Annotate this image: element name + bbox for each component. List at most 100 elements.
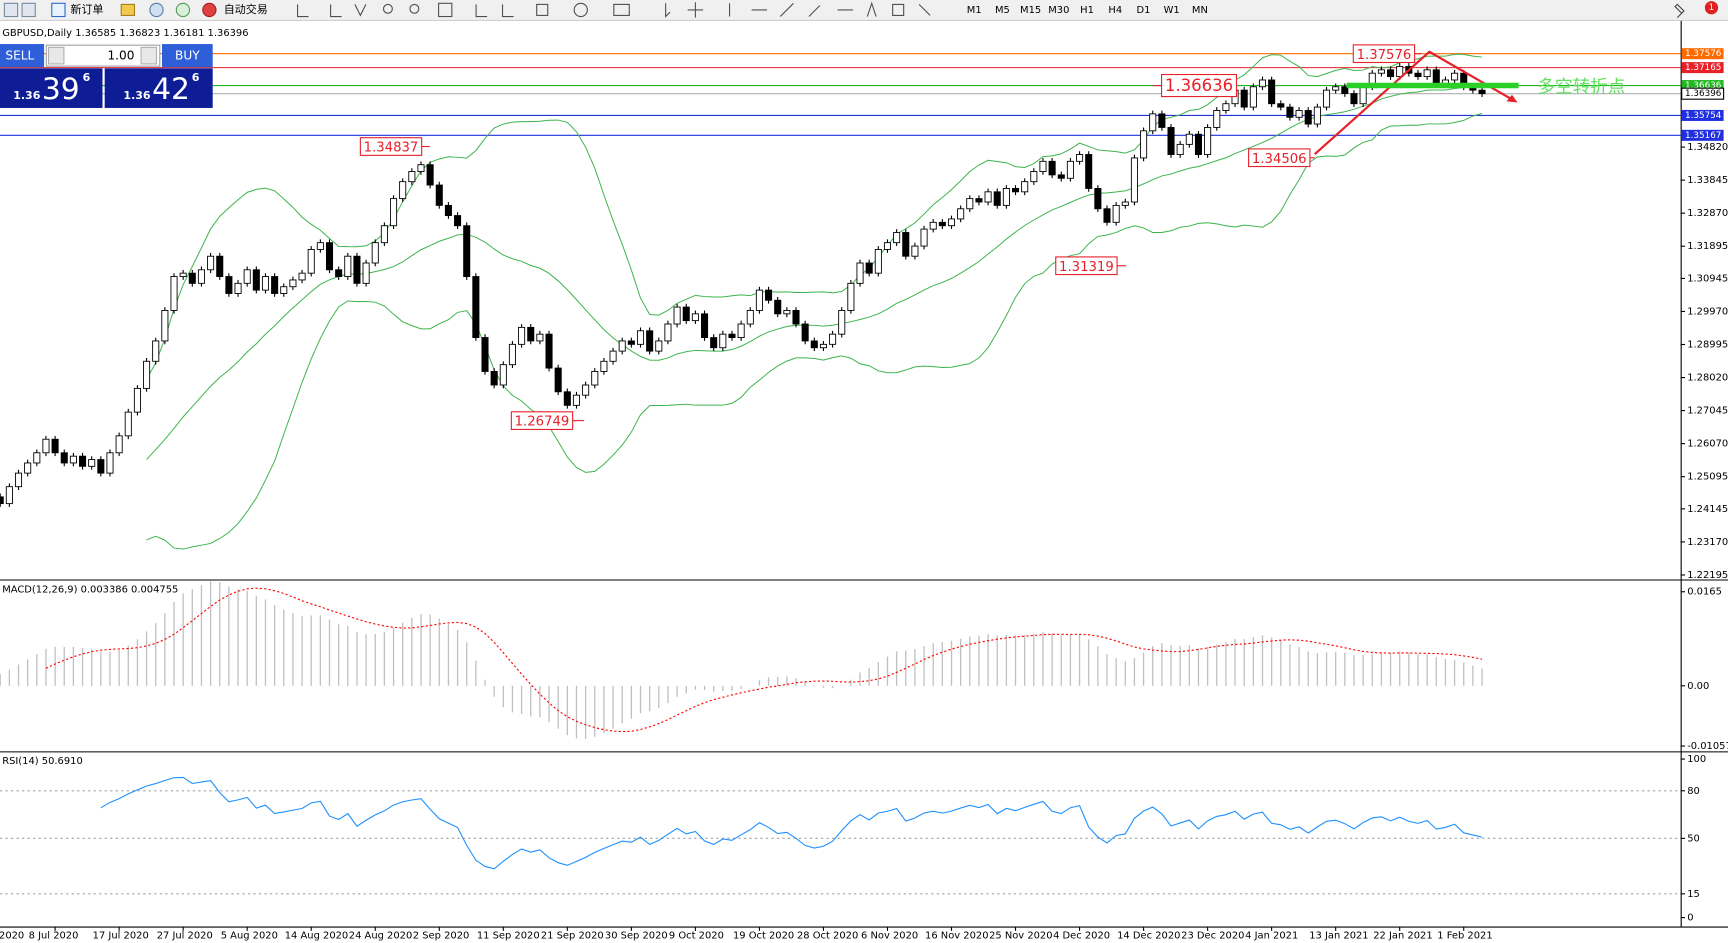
candle: [51, 438, 59, 454]
template-icon[interactable]: [613, 3, 630, 16]
macd-bar: [182, 593, 184, 686]
candle: [1240, 89, 1248, 108]
lots-input[interactable]: [45, 44, 161, 67]
macd-bar: [1005, 634, 1008, 686]
macd-bar: [402, 622, 404, 686]
zoom-out[interactable]: [409, 3, 420, 14]
candle: [829, 333, 837, 345]
macd-bar: [1069, 635, 1072, 686]
timeframe-button[interactable]: M30: [1048, 5, 1069, 16]
macd-bar: [1453, 659, 1456, 686]
notification-badge[interactable]: [1704, 1, 1719, 15]
timeframe-button[interactable]: H4: [1108, 5, 1122, 16]
macd-bar: [1115, 658, 1117, 686]
buy-label[interactable]: BUY: [175, 49, 200, 63]
macd-bar: [1463, 662, 1465, 686]
macd-bar: [722, 685, 724, 691]
icon-button[interactable]: [21, 2, 36, 18]
candle: [737, 323, 745, 339]
macd-bar: [1362, 654, 1364, 686]
candle: [1350, 93, 1358, 105]
drawing-tools[interactable]: [665, 1, 931, 18]
zoom-in[interactable]: [382, 3, 393, 14]
candle: [1103, 208, 1111, 223]
lots-down[interactable]: [47, 46, 65, 65]
candle: [1258, 79, 1267, 88]
chart-type-icons[interactable]: [296, 4, 367, 18]
period-icon[interactable]: [573, 2, 588, 18]
new-order-button[interactable]: 新订单: [71, 2, 104, 16]
buy-price-pips: 42: [152, 72, 190, 107]
macd-bar: [456, 630, 459, 686]
y-tick-label: 1.33845: [1687, 175, 1728, 186]
timeframe-button[interactable]: D1: [1137, 5, 1151, 16]
sell-button[interactable]: [0, 44, 45, 68]
macd-bar: [420, 614, 422, 686]
macd-bar: [374, 634, 376, 686]
x-tick-label: 11 Sep 2020: [477, 930, 540, 941]
candle: [947, 218, 956, 227]
macd-bar: [264, 599, 267, 686]
auto-trading-button[interactable]: 自动交易: [224, 2, 268, 16]
lots-up[interactable]: [140, 46, 158, 65]
candle: [79, 455, 87, 467]
arrow-head: [1506, 94, 1518, 103]
candle: [984, 191, 992, 203]
lots-value[interactable]: 1.00: [107, 49, 134, 63]
buy-price-box[interactable]: [104, 68, 213, 108]
macd-bar: [145, 631, 148, 686]
icon-button[interactable]: [120, 3, 135, 16]
candle: [1121, 201, 1129, 206]
macd-bar: [136, 639, 139, 686]
macd-bar: [228, 586, 230, 686]
candle: [1158, 113, 1166, 128]
icon-button[interactable]: [175, 2, 191, 18]
candle: [673, 306, 681, 325]
candle: [1030, 171, 1038, 183]
candle: [69, 455, 77, 464]
macd-bar: [1270, 637, 1273, 686]
sell-price-pips: 39: [42, 72, 80, 107]
scroll-icons[interactable]: [475, 4, 514, 18]
macd-bar: [337, 624, 340, 686]
candle: [810, 340, 818, 349]
candle: [1194, 133, 1202, 155]
price-annotation: 1.34837: [364, 141, 419, 156]
candle: [1039, 160, 1047, 172]
macd-bar: [520, 685, 523, 714]
price-annotation: 1.31319: [1059, 260, 1114, 275]
auto-trading-icon[interactable]: [202, 2, 217, 18]
macd-bar: [1060, 635, 1062, 686]
indicator-icon[interactable]: [536, 3, 549, 16]
search-icon[interactable]: [1674, 3, 1685, 19]
buy-price-base: 1.36: [123, 89, 150, 102]
candle: [261, 276, 270, 291]
macd-bar: [1188, 645, 1190, 686]
y-tick-label: 1.28995: [1687, 340, 1728, 351]
candle: [554, 367, 562, 393]
timeframe-button[interactable]: M1: [967, 5, 982, 16]
x-tick-label: 4 Jan 2021: [1245, 930, 1298, 941]
y-tick-label: 1.25095: [1687, 472, 1728, 483]
x-tick-label: 27 Jul 2020: [157, 930, 213, 941]
timeframe-button[interactable]: M15: [1020, 5, 1041, 16]
timeframe-button[interactable]: M5: [995, 5, 1010, 16]
macd-bar: [886, 656, 889, 686]
sell-label[interactable]: SELL: [5, 49, 34, 63]
new-order-icon[interactable]: [51, 2, 66, 18]
candle: [618, 340, 626, 352]
tile-icon[interactable]: [438, 2, 453, 18]
timeframe-button[interactable]: W1: [1164, 5, 1180, 16]
macd-bar: [987, 634, 989, 686]
sell-price-box[interactable]: [0, 68, 103, 108]
price-level-tag: [1681, 129, 1724, 141]
timeframe-button[interactable]: MN: [1192, 5, 1208, 16]
icon-button[interactable]: [3, 2, 19, 18]
icon-button[interactable]: [149, 2, 164, 18]
candle: [1213, 110, 1221, 128]
macd-bar: [200, 585, 203, 686]
buy-button[interactable]: [162, 44, 213, 68]
timeframe-button[interactable]: H1: [1080, 5, 1094, 16]
macd-bar: [8, 669, 11, 686]
candle: [856, 262, 864, 284]
